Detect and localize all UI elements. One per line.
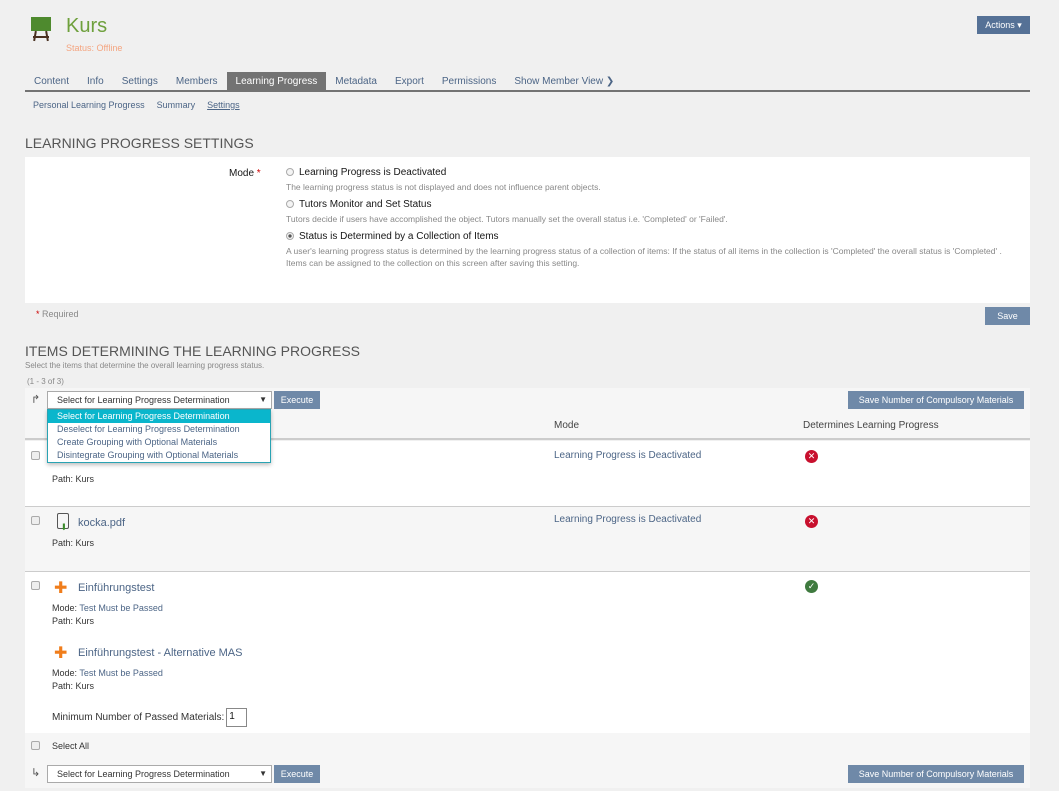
execute-button-bottom[interactable]: Execute <box>274 765 320 783</box>
subtab-personal[interactable]: Personal Learning Progress <box>33 100 145 110</box>
menu-item-deselect[interactable]: Deselect for Learning Progress Determina… <box>57 424 240 434</box>
test-icon: ✚ <box>54 580 68 597</box>
row-path: Path: Kurs <box>52 681 95 691</box>
row-mode[interactable]: Test Must be Passed <box>79 668 163 678</box>
page-title: Kurs <box>66 15 108 37</box>
row-checkbox[interactable] <box>31 516 40 525</box>
row-checkbox[interactable] <box>31 451 40 460</box>
save-compulsory-button-bottom[interactable]: Save Number of Compulsory Materials <box>848 765 1024 783</box>
arrow-up-right-icon: ↱ <box>31 394 41 406</box>
items-heading: Items Determining the Learning Progress <box>25 343 361 359</box>
row-checkbox[interactable] <box>31 581 40 590</box>
menu-item-select[interactable]: Select for Learning Progress Determinati… <box>48 410 270 423</box>
save-button[interactable]: Save <box>985 307 1030 325</box>
subtab-summary[interactable]: Summary <box>156 100 196 110</box>
status-text: Status: Offline <box>66 43 123 53</box>
table-row: ⬇ kocka.pdf Path: Kurs Learning Progress… <box>25 507 1030 572</box>
tab-learning-progress[interactable]: Learning Progress <box>226 72 327 90</box>
course-icon <box>31 17 51 42</box>
option-desc: Tutors decide if users have accomplished… <box>286 214 728 224</box>
menu-item-create-grouping[interactable]: Create Grouping with Optional Materials <box>57 437 218 447</box>
min-input[interactable]: 1 <box>226 708 248 727</box>
save-compulsory-button[interactable]: Save Number of Compulsory Materials <box>848 391 1024 409</box>
actions-button[interactable]: Actions ▾ <box>977 16 1030 34</box>
check-icon: ✓ <box>805 580 818 593</box>
row-title[interactable]: kocka.pdf <box>78 517 126 529</box>
test-icon: ✚ <box>54 645 68 662</box>
table-row-group: ✚ Einführungstest Mode: Test Must be Pas… <box>25 572 1030 733</box>
radio-deactivated[interactable]: Learning Progress is Deactivated <box>286 167 1006 178</box>
row-path: Path: Kurs <box>52 616 95 626</box>
file-icon: ⬇ <box>57 513 69 532</box>
items-count: (1 - 3 of 3) <box>27 377 64 386</box>
required-note: * Required <box>36 309 79 319</box>
option-desc-2: Items can be assigned to the collection … <box>286 258 580 268</box>
action-select-bottom[interactable]: Select for Learning Progress Determinati… <box>47 765 272 783</box>
menu-item-disintegrate-grouping[interactable]: Disintegrate Grouping with Optional Mate… <box>57 450 239 460</box>
radio-icon[interactable] <box>286 168 294 177</box>
row-mode[interactable]: Learning Progress is Deactivated <box>554 450 702 461</box>
row-mode[interactable]: Learning Progress is Deactivated <box>554 514 702 525</box>
table-footer: Select All ↳ Select for Learning Progres… <box>25 733 1030 788</box>
cross-icon: ✕ <box>805 515 818 528</box>
sub-tabs: Personal Learning Progress Summary Setti… <box>33 100 240 110</box>
subtab-settings[interactable]: Settings <box>207 100 240 110</box>
tab-show-member-view[interactable]: Show Member View ❯ <box>514 76 615 87</box>
tab-info[interactable]: Info <box>87 76 104 87</box>
action-dropdown-menu: Select for Learning Progress Determinati… <box>47 409 271 463</box>
select-all-label[interactable]: Select All <box>52 741 90 751</box>
tab-export[interactable]: Export <box>394 76 424 87</box>
radio-icon[interactable] <box>286 200 294 209</box>
action-select[interactable]: Select for Learning Progress Determinati… <box>47 391 272 409</box>
radio-icon[interactable] <box>286 232 294 241</box>
column-determines[interactable]: Determines Learning Progress <box>803 420 939 431</box>
radio-tutors[interactable]: Tutors Monitor and Set Status <box>286 199 1006 210</box>
mode-label: Mode <box>229 168 255 179</box>
option-desc: A user's learning progress status is det… <box>286 246 1002 256</box>
required-mark: * <box>256 168 261 179</box>
main-tabs: Content Info Settings Members Learning P… <box>25 72 1030 92</box>
tab-permissions[interactable]: Permissions <box>441 76 497 87</box>
select-all-checkbox[interactable] <box>31 741 40 750</box>
tab-members[interactable]: Members <box>175 76 218 87</box>
arrow-down-right-icon: ↳ <box>31 767 41 779</box>
row-mode[interactable]: Test Must be Passed <box>79 603 163 613</box>
row-path: Path: Kurs <box>52 474 95 484</box>
execute-button[interactable]: Execute <box>274 391 320 409</box>
items-subtitle: Select the items that determine the over… <box>25 361 265 370</box>
settings-heading: Learning Progress Settings <box>25 135 254 151</box>
row-title[interactable]: Einführungstest <box>78 582 155 594</box>
min-label: Minimum Number of Passed Materials: <box>52 712 225 723</box>
column-mode[interactable]: Mode <box>554 420 580 431</box>
option-desc: The learning progress status is not disp… <box>286 182 601 192</box>
tab-settings[interactable]: Settings <box>121 76 158 87</box>
tab-content[interactable]: Content <box>34 76 70 87</box>
row-title[interactable]: Einführungstest - Alternative MAS <box>78 647 243 659</box>
tab-metadata[interactable]: Metadata <box>335 76 377 87</box>
cross-icon: ✕ <box>805 450 818 463</box>
radio-collection[interactable]: Status is Determined by a Collection of … <box>286 231 1006 242</box>
row-path: Path: Kurs <box>52 538 95 548</box>
settings-panel: Mode * Learning Progress is Deactivated … <box>25 157 1030 303</box>
